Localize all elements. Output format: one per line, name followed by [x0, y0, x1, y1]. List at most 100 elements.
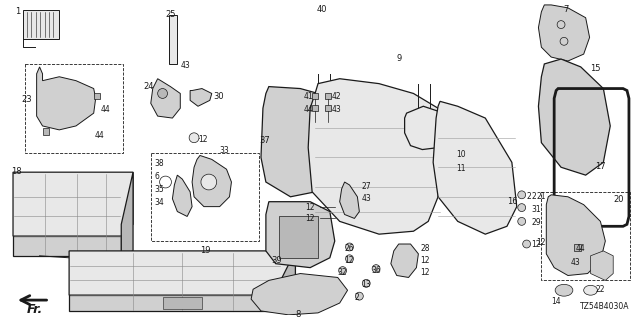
Text: 22: 22 [595, 285, 605, 294]
Polygon shape [278, 216, 318, 258]
Text: 28: 28 [420, 244, 430, 253]
Polygon shape [192, 156, 232, 207]
Polygon shape [261, 87, 318, 197]
Polygon shape [404, 106, 446, 149]
Circle shape [346, 255, 353, 263]
Circle shape [189, 133, 199, 143]
Text: 15: 15 [591, 64, 601, 73]
Polygon shape [163, 297, 202, 309]
Polygon shape [13, 236, 121, 256]
Text: 32: 32 [338, 268, 348, 276]
Text: 30: 30 [214, 92, 225, 100]
Circle shape [523, 240, 531, 248]
Polygon shape [151, 79, 180, 118]
Polygon shape [121, 172, 133, 256]
Bar [312, 93, 318, 100]
Text: 36: 36 [371, 266, 381, 275]
Text: 43: 43 [332, 105, 342, 114]
Text: 10: 10 [456, 149, 465, 158]
Polygon shape [266, 202, 335, 268]
Text: 26: 26 [344, 244, 354, 253]
Text: 12: 12 [532, 240, 541, 249]
Text: 9: 9 [397, 54, 402, 63]
Text: 31: 31 [532, 205, 541, 214]
Text: 2: 2 [355, 293, 359, 302]
Text: 16: 16 [507, 197, 518, 206]
Polygon shape [340, 182, 359, 219]
Text: 43: 43 [571, 258, 580, 267]
Text: 21: 21 [536, 192, 546, 201]
Bar [325, 105, 331, 111]
Bar [443, 149, 449, 156]
Text: 42: 42 [332, 92, 341, 101]
Text: 25: 25 [166, 10, 176, 19]
Text: 40: 40 [317, 5, 328, 14]
Bar [325, 93, 331, 100]
Text: 39: 39 [271, 256, 282, 265]
Bar [443, 164, 449, 170]
Circle shape [372, 265, 380, 273]
Text: 14: 14 [551, 297, 561, 306]
Bar [93, 93, 100, 100]
Text: 12: 12 [198, 135, 207, 144]
Text: 43: 43 [362, 194, 371, 203]
Bar [42, 128, 49, 135]
Bar [541, 192, 630, 280]
Ellipse shape [584, 285, 598, 295]
Text: 12: 12 [344, 256, 354, 265]
Polygon shape [69, 295, 281, 311]
Circle shape [157, 89, 168, 98]
Polygon shape [251, 274, 348, 315]
Circle shape [518, 218, 525, 225]
Circle shape [362, 279, 370, 287]
Text: 44: 44 [303, 105, 313, 114]
Polygon shape [547, 195, 605, 276]
Text: 18: 18 [11, 167, 22, 176]
Text: Fr.: Fr. [26, 303, 42, 316]
Circle shape [355, 292, 364, 300]
Polygon shape [281, 251, 296, 311]
Text: 13: 13 [362, 280, 371, 289]
Circle shape [518, 204, 525, 212]
Text: 7: 7 [563, 5, 568, 14]
Text: 1: 1 [15, 7, 20, 16]
Text: 38: 38 [155, 159, 164, 168]
Text: 12: 12 [305, 214, 315, 223]
Text: 23: 23 [21, 95, 31, 104]
Polygon shape [13, 172, 133, 236]
Polygon shape [308, 79, 443, 234]
Bar [25, 64, 124, 153]
Circle shape [518, 191, 525, 199]
Polygon shape [302, 98, 348, 143]
Text: 20: 20 [613, 195, 624, 204]
Ellipse shape [555, 284, 573, 296]
Text: 11: 11 [456, 164, 465, 173]
Text: 2: 2 [532, 192, 536, 201]
Text: 44: 44 [95, 131, 104, 140]
Text: 35: 35 [155, 185, 164, 194]
Bar [574, 244, 580, 251]
Text: 29: 29 [532, 219, 541, 228]
Text: 12: 12 [305, 203, 315, 212]
Polygon shape [36, 67, 95, 130]
Circle shape [346, 243, 353, 251]
Circle shape [201, 174, 217, 190]
Polygon shape [23, 10, 60, 39]
Text: 12: 12 [420, 268, 430, 276]
Polygon shape [433, 101, 516, 234]
Text: 12: 12 [536, 238, 546, 247]
Bar [312, 105, 318, 111]
Polygon shape [170, 15, 177, 64]
Polygon shape [591, 251, 613, 280]
Text: 37: 37 [259, 136, 269, 145]
Polygon shape [172, 175, 192, 216]
Text: 12: 12 [420, 256, 430, 265]
Polygon shape [391, 244, 419, 277]
Text: 2: 2 [527, 192, 531, 201]
Text: TZ54B4030A: TZ54B4030A [580, 302, 630, 311]
Text: 27: 27 [362, 182, 371, 191]
Polygon shape [538, 59, 611, 175]
Circle shape [339, 267, 347, 275]
Text: 41: 41 [303, 92, 313, 101]
Text: 44: 44 [576, 244, 586, 253]
